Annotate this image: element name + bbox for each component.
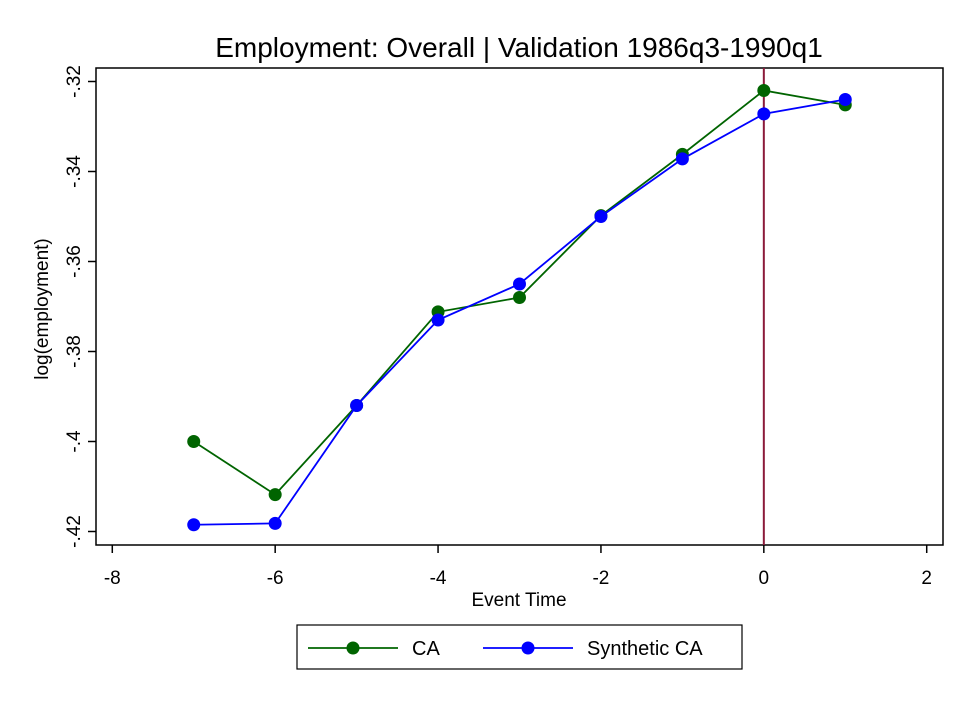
x-tick-label: 2 bbox=[921, 568, 932, 589]
data-point-synthetic-ca bbox=[838, 93, 852, 106]
data-point-ca bbox=[268, 488, 282, 502]
data-point-synthetic-ca bbox=[187, 518, 201, 532]
y-tick-label: -.32 bbox=[64, 65, 85, 98]
legend-label-synthetic-ca: Synthetic CA bbox=[587, 638, 703, 660]
y-tick-label: -.4 bbox=[64, 430, 85, 453]
x-tick-label: -4 bbox=[430, 568, 447, 589]
data-point-synthetic-ca bbox=[268, 516, 282, 530]
legend-box bbox=[296, 624, 743, 670]
plot-area bbox=[95, 67, 944, 546]
data-point-ca bbox=[187, 435, 201, 448]
y-tick-label: -.36 bbox=[64, 245, 85, 278]
data-point-synthetic-ca bbox=[513, 277, 526, 291]
x-axis: -8 -6 -4 -2 0 2 bbox=[104, 545, 932, 589]
y-tick-label: -.34 bbox=[64, 155, 85, 188]
x-tick-label: -8 bbox=[104, 568, 121, 589]
chart-title: Employment: Overall | Validation 1986q3-… bbox=[215, 32, 823, 63]
legend-label-ca: CA bbox=[412, 638, 440, 660]
y-tick-label: -.42 bbox=[64, 515, 85, 548]
series-line-synthetic-ca bbox=[193, 98, 846, 526]
series-group bbox=[187, 84, 852, 532]
data-point-ca bbox=[757, 84, 771, 97]
x-tick-label: 0 bbox=[759, 568, 770, 589]
data-point-synthetic-ca bbox=[757, 107, 771, 121]
y-tick-label: -.38 bbox=[64, 335, 85, 368]
data-point-synthetic-ca bbox=[350, 399, 364, 412]
legend-marker-ca bbox=[346, 641, 360, 655]
data-point-synthetic-ca bbox=[675, 152, 689, 166]
legend: CA Synthetic CA bbox=[296, 624, 743, 670]
legend-marker-synthetic-ca bbox=[521, 641, 535, 655]
data-point-synthetic-ca bbox=[594, 210, 608, 223]
y-axis-label: log(employment) bbox=[32, 238, 53, 380]
x-axis-label: Event Time bbox=[471, 590, 566, 611]
x-tick-label: -2 bbox=[592, 568, 609, 589]
x-tick-label: -6 bbox=[267, 568, 284, 589]
data-point-synthetic-ca bbox=[431, 313, 445, 327]
data-point-ca bbox=[513, 291, 526, 304]
y-axis: -.32 -.34 -.36 -.38 -.4 -.42 bbox=[64, 65, 96, 548]
